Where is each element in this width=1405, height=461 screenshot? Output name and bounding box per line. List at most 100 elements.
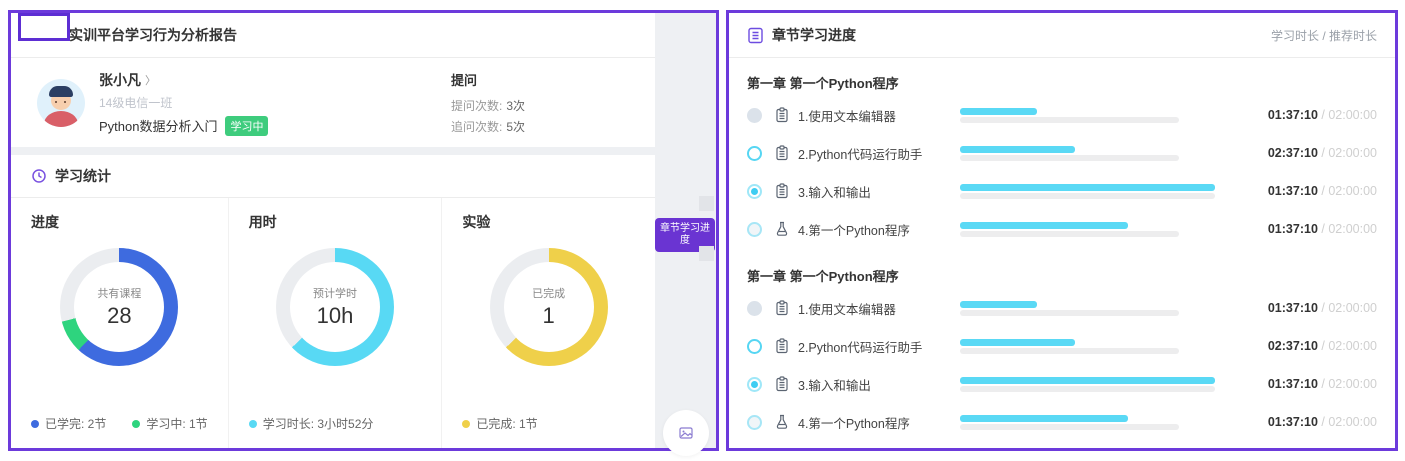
stat-col-header: 进度 — [31, 214, 59, 230]
study-time-bar — [960, 145, 1075, 153]
status-circle-active — [747, 376, 762, 392]
clipboard-icon — [774, 107, 790, 123]
lesson-row[interactable]: 3.输入和输出 01:37:10 / 02:00:00 — [747, 172, 1377, 210]
lesson-row[interactable]: 4.第一个Python程序 01:37:10 / 02:00:00 — [747, 210, 1377, 248]
qa-title: 提问 — [451, 73, 478, 88]
chapter-progress-panel: 章节学习进度 学习时长 / 推荐时长 第一章 第一个Python程序 1.使用文… — [726, 10, 1398, 451]
recommended-time-bar — [960, 230, 1180, 237]
donut-center-label: 共有课程 — [97, 288, 142, 300]
recommended-time-bar — [960, 192, 1215, 199]
avatar — [37, 78, 85, 127]
flask-icon — [774, 414, 790, 430]
lesson-time: 01:37:10 / 02:00:00 — [1267, 184, 1377, 198]
report-panel: 实训平台学习行为分析报告 张小凡 〉 14级电信一班 Py — [8, 10, 719, 456]
status-circle-ring — [747, 145, 762, 161]
donut-center-value: 10h — [316, 303, 354, 328]
donut-center-label: 预计学时 — [313, 288, 358, 300]
legend-in-progress: 学习中: 1节 — [132, 415, 208, 432]
flask-icon — [774, 221, 790, 237]
recommended-time-bar — [960, 309, 1180, 316]
clipboard-icon — [774, 183, 790, 199]
lesson-time: 02:37:10 / 02:00:00 — [1267, 146, 1377, 160]
stat-col-experiments: 实验 已完成 1 已完成: — [441, 198, 655, 448]
legend-experiments-done: 已完成: 1节 — [462, 415, 538, 432]
lesson-label: 1.使用文本编辑器 — [798, 109, 896, 124]
screenshot-float-button[interactable] — [663, 410, 709, 456]
time-donut-chart: 预计学时 10h — [276, 248, 395, 366]
donut-center-label: 已完成 — [532, 288, 566, 300]
chapter-panel-header: 章节学习进度 学习时长 / 推荐时长 — [729, 13, 1395, 58]
chapter-title: 第一章 第一个Python程序 — [747, 269, 899, 284]
list-icon — [747, 27, 764, 44]
status-circle-pending — [747, 221, 762, 237]
legend-completed: 已学完: 2节 — [31, 415, 106, 432]
chapter-panel-title: 章节学习进度 — [772, 27, 856, 43]
lesson-row[interactable]: 2.Python代码运行助手 02:37:10 / 02:00:00 — [747, 327, 1377, 365]
recommended-time-bar — [960, 154, 1180, 161]
logo-placeholder-box — [18, 13, 70, 41]
status-circle-done — [747, 300, 762, 316]
lesson-row[interactable]: 1.使用文本编辑器 01:37:10 / 02:00:00 — [747, 289, 1377, 327]
chapter-group: 第一章 第一个Python程序 1.使用文本编辑器 01:37:10 / 02:… — [747, 73, 1377, 248]
user-name-link[interactable]: 张小凡 〉 — [99, 70, 451, 90]
status-circle-ring — [747, 338, 762, 354]
chapter-group: 第一章 第一个Python程序 1.使用文本编辑器 01:37:10 / 02:… — [747, 266, 1377, 441]
side-strip: 章节学习进度 — [655, 13, 716, 456]
qa-row-ask: 提问次数: 3次 — [451, 99, 526, 113]
stat-col-header: 实验 — [462, 214, 491, 230]
duration-legend: 学习时长 / 推荐时长 — [1270, 28, 1377, 43]
legend-dot-yellow — [462, 419, 471, 428]
status-circle-active — [747, 183, 762, 199]
lesson-time: 01:37:10 / 02:00:00 — [1267, 377, 1377, 391]
stats-section-title: 学习统计 — [55, 168, 111, 184]
duration-bars — [960, 414, 1215, 431]
duration-bars — [960, 221, 1215, 238]
duration-bars — [960, 183, 1215, 200]
image-icon — [679, 427, 693, 439]
chapter-title: 第一章 第一个Python程序 — [747, 76, 899, 91]
lesson-label: 3.输入和输出 — [798, 378, 871, 393]
qa-block: 提问 提问次数: 3次 追问次数: 5次 — [451, 70, 581, 135]
study-time-bar — [960, 376, 1215, 384]
lesson-row[interactable]: 2.Python代码运行助手 02:37:10 / 02:00:00 — [747, 134, 1377, 172]
report-title: 实训平台学习行为分析报告 — [69, 27, 237, 43]
lesson-time: 01:37:10 / 02:00:00 — [1267, 108, 1377, 122]
lesson-label: 4.第一个Python程序 — [798, 223, 910, 238]
lesson-row[interactable]: 3.输入和输出 01:37:10 / 02:00:00 — [747, 365, 1377, 403]
progress-donut-chart: 共有课程 28 — [60, 248, 179, 366]
scroll-square-top — [699, 196, 714, 211]
clipboard-icon — [774, 145, 790, 161]
lesson-row[interactable]: 4.第一个Python程序 01:37:10 / 02:00:00 — [747, 403, 1377, 441]
recommended-time-bar — [960, 347, 1180, 354]
experiment-donut-chart: 已完成 1 — [489, 248, 608, 366]
stat-col-progress: 进度 共有课程 28 已学完 — [11, 198, 228, 448]
study-time-bar — [960, 183, 1215, 191]
scroll-square-bottom — [699, 246, 714, 261]
clipboard-icon — [774, 300, 790, 316]
recommended-time-bar — [960, 116, 1180, 123]
legend-dot-cyan — [248, 419, 257, 428]
study-time-bar — [960, 107, 1037, 115]
status-circle-pending — [747, 414, 762, 430]
legend-dot-blue — [31, 419, 39, 428]
course-name: Python数据分析入门 — [99, 119, 218, 134]
status-circle-done — [747, 107, 762, 123]
user-name: 张小凡 — [99, 71, 141, 88]
duration-bars — [960, 338, 1215, 355]
clipboard-icon — [774, 376, 790, 392]
lesson-time: 01:37:10 / 02:00:00 — [1267, 222, 1377, 236]
lesson-label: 1.使用文本编辑器 — [798, 302, 896, 317]
lesson-row[interactable]: 1.使用文本编辑器 01:37:10 / 02:00:00 — [747, 96, 1377, 134]
donut-center-value: 28 — [107, 303, 132, 328]
qa-row-followup: 追问次数: 5次 — [451, 120, 526, 134]
legend-dot-green — [132, 419, 141, 428]
lesson-time: 02:37:10 / 02:00:00 — [1267, 339, 1377, 353]
duration-bars — [960, 376, 1215, 393]
donut-center-value: 1 — [542, 303, 555, 328]
study-time-bar — [960, 300, 1037, 308]
study-time-bar — [960, 221, 1129, 229]
user-card: 张小凡 〉 14级电信一班 Python数据分析入门 学习中 提问 提问次数: 3… — [11, 58, 655, 147]
stat-col-time: 用时 预计学时 10h 学习 — [227, 198, 442, 448]
lesson-time: 01:37:10 / 02:00:00 — [1267, 301, 1377, 315]
